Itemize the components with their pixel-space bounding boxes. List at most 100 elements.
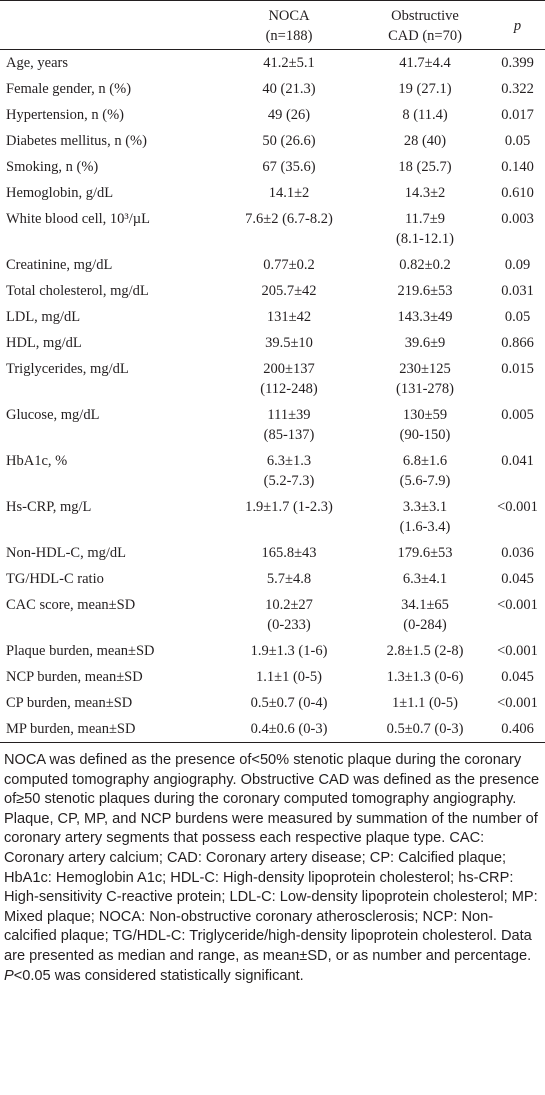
cell-noca-value: 14.1±2 bbox=[218, 180, 360, 206]
cad-value-line: 28 (40) bbox=[403, 133, 447, 149]
cell-noca-value: 1.9±1.3 (1-6) bbox=[218, 638, 360, 664]
cell-p-value: 0.017 bbox=[501, 107, 534, 123]
noca-value-line: 67 (35.6) bbox=[262, 159, 316, 175]
cell-p-value: 0.041 bbox=[501, 453, 534, 469]
cad-value-line: 8 (11.4) bbox=[402, 107, 448, 123]
table-row: Age, years 41.2±5.1 41.7±4.4 0.399 bbox=[0, 50, 545, 77]
cell-cad-value: 34.1±65 (0-284) bbox=[360, 592, 490, 638]
row-label: Female gender, n (%) bbox=[6, 81, 132, 97]
row-label: CP burden, mean±SD bbox=[6, 695, 133, 711]
noca-value-line: 14.1±2 bbox=[268, 185, 310, 201]
row-label: Total cholesterol, mg/dL bbox=[6, 283, 149, 299]
table-row: Female gender, n (%) 40 (21.3) 19 (27.1) 0.… bbox=[0, 76, 545, 102]
cell-cad-value: 130±59 (90-150) bbox=[360, 402, 490, 448]
cell-cad-value: 41.7±4.4 bbox=[360, 50, 490, 77]
cell-noca-value: 205.7±42 bbox=[218, 278, 360, 304]
table-row: NCP burden, mean±SD 1.1±1 (0-5) 1.3±1.3 (0… bbox=[0, 664, 545, 690]
table-row: Hypertension, n (%) 49 (26) 8 (11.4) 0.017 bbox=[0, 102, 545, 128]
noca-value-line: 0.5±0.7 (0-4) bbox=[250, 695, 328, 711]
cell-cad-value: 0.82±0.2 bbox=[360, 252, 490, 278]
row-label: Non-HDL-C, mg/dL bbox=[6, 545, 127, 561]
row-label: HbA1c, % bbox=[6, 453, 68, 469]
cad-value-line: 18 (25.7) bbox=[398, 159, 452, 175]
cad-value-line: 6.3±4.1 bbox=[402, 571, 448, 587]
cell-cad-value: 39.6±9 bbox=[360, 330, 490, 356]
noca-value-line: 1.9±1.7 (1-2.3) bbox=[245, 499, 333, 515]
cell-noca-value: 111±39 (85-137) bbox=[218, 402, 360, 448]
cad-value-line: 219.6±53 bbox=[397, 283, 453, 299]
header-noca-line2: (n=188) bbox=[265, 28, 313, 44]
cell-cad-value: 179.6±53 bbox=[360, 540, 490, 566]
cad-value-line: 0.82±0.2 bbox=[399, 257, 451, 273]
cell-p-value: 0.05 bbox=[504, 133, 531, 149]
document-page: NOCA (n=188) Obstructive CAD (n=70) p Ag… bbox=[0, 0, 545, 986]
cell-p-value: 0.005 bbox=[501, 407, 534, 423]
cad-value-line: (5.6-7.9) bbox=[399, 473, 451, 489]
cad-value-line: 19 (27.1) bbox=[398, 81, 452, 97]
table-row: Glucose, mg/dL 111±39 (85-137) 130±59 (90-15… bbox=[0, 402, 545, 448]
noca-value-line: (85-137) bbox=[263, 427, 315, 443]
noca-value-line: 50 (26.6) bbox=[262, 133, 316, 149]
row-label: White blood cell, 10³/µL bbox=[6, 211, 150, 227]
cell-noca-value: 1.1±1 (0-5) bbox=[218, 664, 360, 690]
table-row: Total cholesterol, mg/dL 205.7±42 219.6±53… bbox=[0, 278, 545, 304]
row-label: TG/HDL-C ratio bbox=[6, 571, 104, 587]
cell-cad-value: 1±1.1 (0-5) bbox=[360, 690, 490, 716]
baseline-characteristics-table: NOCA (n=188) Obstructive CAD (n=70) p Ag… bbox=[0, 0, 545, 743]
table-row: MP burden, mean±SD 0.4±0.6 (0-3) 0.5±0.7 (… bbox=[0, 716, 545, 743]
noca-value-line: 39.5±10 bbox=[265, 335, 313, 351]
cad-value-line: 179.6±53 bbox=[397, 545, 453, 561]
cell-cad-value: 3.3±3.1 (1.6-3.4) bbox=[360, 494, 490, 540]
cell-p-value: 0.003 bbox=[501, 211, 534, 227]
cell-noca-value: 0.5±0.7 (0-4) bbox=[218, 690, 360, 716]
row-label: Triglycerides, mg/dL bbox=[6, 361, 129, 377]
row-label: Plaque burden, mean±SD bbox=[6, 643, 155, 659]
table-row: TG/HDL-C ratio 5.7±4.8 6.3±4.1 0.045 bbox=[0, 566, 545, 592]
table-row: Non-HDL-C, mg/dL 165.8±43 179.6±53 0.036 bbox=[0, 540, 545, 566]
row-label: NCP burden, mean±SD bbox=[6, 669, 143, 685]
table-header-row: NOCA (n=188) Obstructive CAD (n=70) p bbox=[0, 0, 545, 50]
cell-p-value: 0.866 bbox=[501, 335, 534, 351]
cell-cad-value: 143.3±49 bbox=[360, 304, 490, 330]
cad-value-line: (90-150) bbox=[399, 427, 451, 443]
cad-value-line: 11.7±9 bbox=[404, 211, 446, 227]
cell-p-value: 0.036 bbox=[501, 545, 534, 561]
cad-value-line: 230±125 bbox=[399, 361, 451, 377]
cell-p-value: <0.001 bbox=[497, 695, 538, 711]
table-row: LDL, mg/dL 131±42 143.3±49 0.05 bbox=[0, 304, 545, 330]
cell-noca-value: 5.7±4.8 bbox=[218, 566, 360, 592]
table-row: Hs-CRP, mg/L 1.9±1.7 (1-2.3) 3.3±3.1 (1.6-3… bbox=[0, 494, 545, 540]
noca-value-line: 40 (21.3) bbox=[262, 81, 316, 97]
noca-value-line: 49 (26) bbox=[267, 107, 311, 123]
cell-p-value: 0.09 bbox=[504, 257, 531, 273]
table-row: Smoking, n (%) 67 (35.6) 18 (25.7) 0.140 bbox=[0, 154, 545, 180]
table-footnote: NOCA was defined as the presence of<50% … bbox=[0, 743, 545, 986]
footnote-text: NOCA was defined as the presence of<50% … bbox=[4, 752, 540, 964]
cad-value-line: 14.3±2 bbox=[404, 185, 446, 201]
cad-value-line: (0-284) bbox=[403, 617, 447, 633]
noca-value-line: 5.7±4.8 bbox=[266, 571, 312, 587]
cell-cad-value: 0.5±0.7 (0-3) bbox=[360, 716, 490, 743]
noca-value-line: (0-233) bbox=[267, 617, 311, 633]
cad-value-line: 1±1.1 (0-5) bbox=[392, 695, 458, 711]
cad-value-line: 0.5±0.7 (0-3) bbox=[386, 721, 464, 737]
noca-value-line: (112-248) bbox=[260, 381, 318, 397]
table-row: White blood cell, 10³/µL 7.6±2 (6.7-8.2) 1… bbox=[0, 206, 545, 252]
row-label: LDL, mg/dL bbox=[6, 309, 81, 325]
table-row: HDL, mg/dL 39.5±10 39.6±9 0.866 bbox=[0, 330, 545, 356]
cell-noca-value: 7.6±2 (6.7-8.2) bbox=[218, 206, 360, 252]
cell-cad-value: 6.3±4.1 bbox=[360, 566, 490, 592]
footnote-p-symbol: P bbox=[4, 967, 14, 984]
table-row: Triglycerides, mg/dL 200±137 (112-248) 230±… bbox=[0, 356, 545, 402]
footnote-significance: <0.05 was considered statistically signi… bbox=[13, 967, 304, 984]
cad-value-line: 6.8±1.6 bbox=[402, 453, 448, 469]
cell-noca-value: 0.77±0.2 bbox=[218, 252, 360, 278]
cell-p-value: <0.001 bbox=[497, 643, 538, 659]
noca-value-line: 1.9±1.3 (1-6) bbox=[250, 643, 328, 659]
cell-noca-value: 6.3±1.3 (5.2-7.3) bbox=[218, 448, 360, 494]
cell-cad-value: 2.8±1.5 (2-8) bbox=[360, 638, 490, 664]
row-label: Hypertension, n (%) bbox=[6, 107, 124, 123]
cell-p-value: <0.001 bbox=[497, 499, 538, 515]
table-row: Creatinine, mg/dL 0.77±0.2 0.82±0.2 0.09 bbox=[0, 252, 545, 278]
table-row: CAC score, mean±SD 10.2±27 (0-233) 34.1±65 (… bbox=[0, 592, 545, 638]
